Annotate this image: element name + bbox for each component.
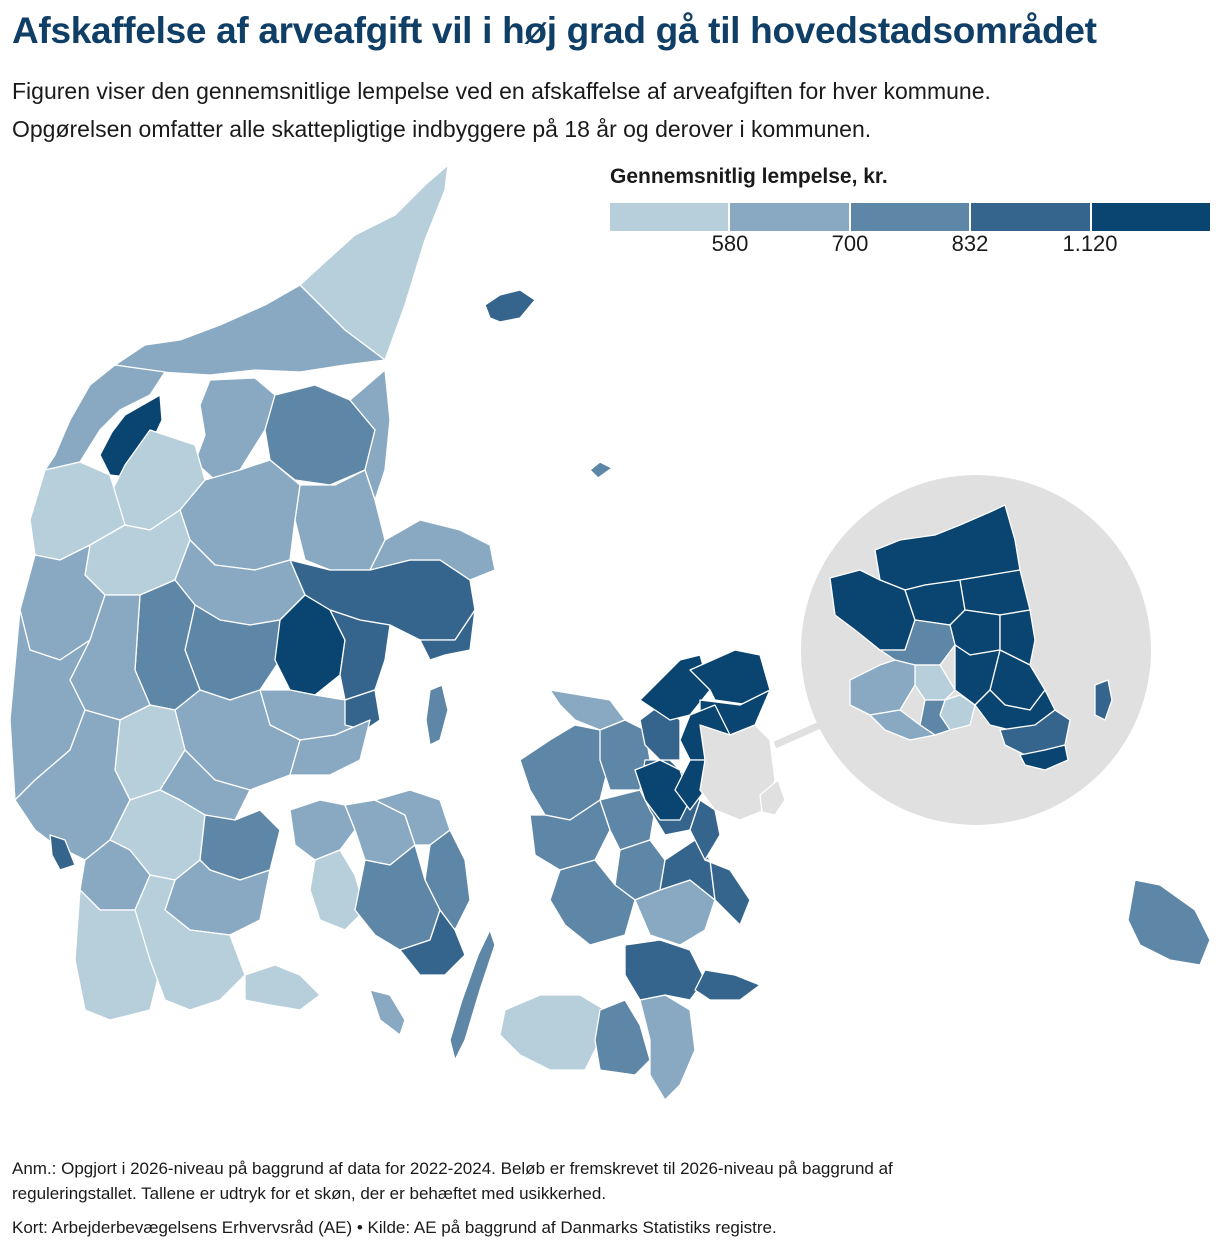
legend-tick-2: 700 <box>831 231 869 256</box>
region-north-jutland-west <box>114 284 386 376</box>
region-stevns <box>704 859 751 926</box>
region-assens <box>309 849 366 931</box>
region-odder <box>344 689 381 731</box>
region-kalundborg <box>519 724 611 821</box>
region-fano <box>49 834 76 871</box>
region-egedal <box>634 759 691 821</box>
region-anholt <box>589 461 613 479</box>
inset-south-coast <box>869 709 936 741</box>
region-lolland <box>499 994 606 1071</box>
region-falster <box>639 994 696 1101</box>
inset-albertslund <box>849 659 916 716</box>
subtitle-line-1: Figuren viser den gennemsnitlige lempels… <box>12 78 991 104</box>
chart-title: Afskaffelse af arveafgift vil i høj grad… <box>12 10 1097 51</box>
region-greve <box>689 799 721 861</box>
region-norddjurs <box>369 519 496 581</box>
inset-connector-line <box>773 721 822 749</box>
region-vordingborg <box>624 939 706 1001</box>
subtitle-line-2: Opgørelsen omfatter alle skattepligtige … <box>12 116 872 142</box>
legend-swatch-5 <box>1091 203 1211 231</box>
region-amager <box>759 779 786 816</box>
region-aero <box>369 989 406 1036</box>
region-naestved <box>549 859 636 946</box>
legend-color-bar <box>610 203 1211 231</box>
region-mon <box>694 969 761 1001</box>
region-svendborg <box>399 909 466 976</box>
region-aalborg-east <box>349 369 391 501</box>
region-himmerland-east <box>264 384 376 486</box>
legend-swatch-4 <box>971 203 1092 231</box>
region-langeland <box>449 929 496 1061</box>
region-guldborgsund <box>594 999 651 1076</box>
region-syddjurs <box>419 609 476 661</box>
region-samso <box>425 684 449 746</box>
legend-title: Gennemsnitlig lempelse, kr. <box>610 165 888 188</box>
source-line: Kort: Arbejderbevægelsens Erhvervsråd (A… <box>12 1218 777 1237</box>
region-laeso <box>484 289 536 323</box>
inset-island <box>1094 679 1113 721</box>
region-bornholm <box>1127 879 1211 966</box>
inset-east-coast <box>999 609 1036 666</box>
footnote: Anm.: Opgjort i 2026-niveau på baggrund … <box>12 1156 1202 1206</box>
denmark-municipality-map <box>9 164 1211 1101</box>
region-kolding <box>199 809 281 881</box>
region-middelfart <box>289 799 356 861</box>
legend-tick-1: 580 <box>711 231 749 256</box>
region-sonderborg <box>244 964 321 1011</box>
legend-swatch-2 <box>730 203 851 231</box>
chart-subtitle: Figuren viser den gennemsnitlige lempels… <box>12 72 1202 148</box>
legend-swatch-3 <box>850 203 972 231</box>
region-aabenraa <box>134 874 246 1011</box>
footnote-line-2: reguleringstallet. Tallene er udtryk for… <box>12 1184 607 1203</box>
legend-swatch-1 <box>610 203 731 231</box>
region-hedensted <box>289 719 371 776</box>
legend-tick-4: 1.120 <box>1062 231 1118 256</box>
footnote-line-1: Anm.: Opgjort i 2026-niveau på baggrund … <box>12 1159 893 1178</box>
inset-copenhagen-center <box>974 689 1056 731</box>
inset-dragor <box>1019 744 1069 771</box>
color-legend: Gennemsnitlig lempelse, kr. 580 700 832 … <box>610 165 1211 260</box>
legend-tick-3: 832 <box>951 231 989 256</box>
